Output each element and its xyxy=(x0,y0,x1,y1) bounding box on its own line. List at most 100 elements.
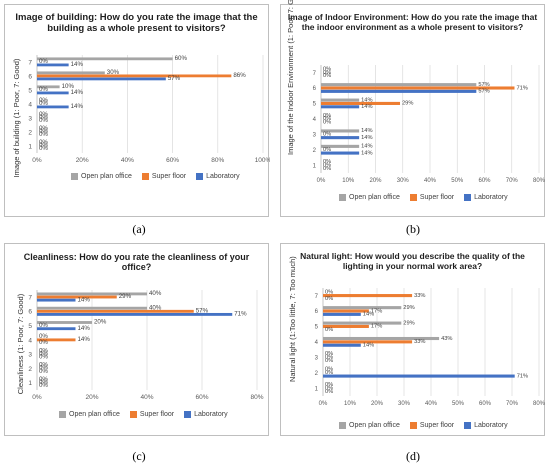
data-label: 29% xyxy=(119,293,132,300)
data-label: 0% xyxy=(39,131,48,138)
legend-swatch-orange xyxy=(141,173,149,180)
data-label: 14% xyxy=(71,61,84,68)
data-label: 0% xyxy=(323,132,331,138)
bar xyxy=(323,336,440,341)
legend-swatch-blue xyxy=(196,173,204,180)
y-tick-label: 3 xyxy=(28,352,32,359)
bar xyxy=(321,151,360,155)
x-tick-label: 60% xyxy=(478,178,491,184)
data-label: 0% xyxy=(39,114,48,121)
figure-caption-d: (d) xyxy=(406,449,420,463)
legend-label: Laboratory xyxy=(474,422,508,429)
data-label: 0% xyxy=(39,347,48,354)
legend-label: Super floor xyxy=(139,411,175,418)
data-label: 14% xyxy=(78,336,91,343)
legend-swatch-blue xyxy=(464,194,472,201)
data-label: 40% xyxy=(149,290,162,297)
data-label: 0% xyxy=(325,382,333,388)
data-label: 0% xyxy=(39,353,48,360)
bar-chart-b: 0% 10% 20% 30% 40% 50% 60% 70% 80%10%0%0%214%0%1… xyxy=(313,65,546,184)
bar xyxy=(323,340,413,344)
data-label: 0% xyxy=(325,385,333,391)
x-tick-label: 30% xyxy=(398,401,411,407)
y-tick-label: 1 xyxy=(28,380,32,387)
data-label: 71% xyxy=(516,85,527,91)
legend-item-super-floor: Super floor xyxy=(409,194,454,201)
bar xyxy=(37,312,233,316)
data-label: 0% xyxy=(39,145,48,152)
bar xyxy=(321,101,401,105)
data-label: 0% xyxy=(39,339,48,346)
data-label: 0% xyxy=(323,166,331,172)
x-tick-label: 60% xyxy=(479,401,492,407)
bar xyxy=(321,129,360,133)
x-tick-label: 40% xyxy=(425,401,438,407)
y-tick-label: 2 xyxy=(315,371,319,377)
data-label: 33% xyxy=(414,293,425,299)
data-label: 71% xyxy=(517,373,528,379)
data-label: 0% xyxy=(325,367,333,373)
bar xyxy=(37,71,105,75)
bar xyxy=(323,294,413,298)
chart-legend: Open plan office Super floor Laboratory xyxy=(339,422,508,429)
data-label: 0% xyxy=(325,370,333,376)
chart-title: Cleanliness: How do you rate the cleanli… xyxy=(23,252,250,273)
legend-swatch-orange xyxy=(409,194,417,201)
bar xyxy=(321,89,477,93)
y-tick-label: 5 xyxy=(313,102,317,108)
legend-swatch-orange xyxy=(129,411,137,418)
bar xyxy=(37,327,76,331)
y-tick-label: 2 xyxy=(28,366,32,373)
x-tick-label: 30% xyxy=(397,178,410,184)
data-label: 57% xyxy=(168,75,181,82)
x-tick-label: 80% xyxy=(250,394,263,401)
data-label: 0% xyxy=(325,389,333,395)
chart-panel-b: Image of Indoor Environment: How do you … xyxy=(280,0,546,217)
bar xyxy=(323,324,369,328)
data-label: 33% xyxy=(414,339,425,345)
legend-item-open-plan: Open plan office xyxy=(339,422,400,429)
x-tick-label: 50% xyxy=(452,401,465,407)
data-label: 0% xyxy=(39,365,48,372)
x-tick-label: 50% xyxy=(451,178,464,184)
y-tick-label: 4 xyxy=(313,117,317,123)
data-label: 0% xyxy=(325,351,333,357)
chart-panel-c: Cleanliness: How do you rate the cleanli… xyxy=(4,243,269,436)
y-tick-label: 1 xyxy=(28,143,32,150)
legend-label: Open plan office xyxy=(349,194,400,201)
data-label: 14% xyxy=(71,89,84,96)
data-label: 0% xyxy=(39,368,48,375)
legend-label: Laboratory xyxy=(474,194,508,201)
y-tick-label: 4 xyxy=(28,101,32,108)
legend-label: Laboratory xyxy=(194,411,228,418)
legend-swatch-blue xyxy=(464,422,472,429)
y-tick-label: 6 xyxy=(313,86,317,92)
x-tick-label: 0% xyxy=(32,394,42,401)
data-label: 0% xyxy=(39,142,48,149)
bar xyxy=(37,77,166,81)
y-tick-label: 7 xyxy=(28,294,32,301)
data-label: 0% xyxy=(325,290,333,296)
data-label: 0% xyxy=(39,128,48,135)
data-label: 20% xyxy=(94,319,107,326)
legend-swatch-blue xyxy=(184,411,192,418)
data-label: 14% xyxy=(361,135,372,141)
y-tick-label: 6 xyxy=(315,309,319,315)
x-tick-label: 70% xyxy=(506,178,519,184)
data-label: 0% xyxy=(39,333,48,340)
data-label: 14% xyxy=(71,103,84,110)
y-tick-label: 5 xyxy=(315,325,319,331)
legend-swatch-gray xyxy=(71,173,78,180)
x-tick-label: 80% xyxy=(533,401,546,407)
x-tick-label: 20% xyxy=(85,394,98,401)
figure-caption-c: (c) xyxy=(132,449,146,463)
bar xyxy=(321,86,515,90)
y-tick-label: 2 xyxy=(313,148,317,154)
data-label: 17% xyxy=(371,324,382,330)
bar xyxy=(37,306,147,310)
data-label: 0% xyxy=(323,113,331,119)
bar xyxy=(37,74,232,78)
y-tick-label: 5 xyxy=(28,323,32,330)
data-label: 14% xyxy=(363,343,374,349)
data-label: 29% xyxy=(403,305,414,311)
